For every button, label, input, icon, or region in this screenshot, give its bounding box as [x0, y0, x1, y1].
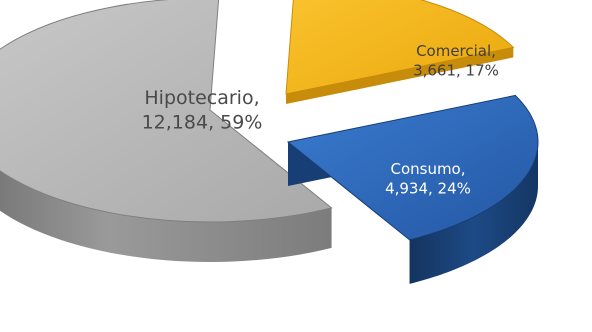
data-label-hipotecario: Hipotecario, 12,184, 59% [142, 87, 263, 134]
slice-side-consumo [409, 142, 538, 284]
slice-hipotecario [0, 0, 333, 223]
slice-comercial [285, 0, 515, 95]
slice-consumo [286, 94, 539, 241]
data-label-comercial: Comercial, 3,661, 17% [413, 42, 499, 80]
slice-side-hipotecario [0, 170, 332, 262]
data-label-consumo: Consumo, 4,934, 24% [385, 160, 471, 198]
slice-cut-comercial [286, 47, 514, 104]
